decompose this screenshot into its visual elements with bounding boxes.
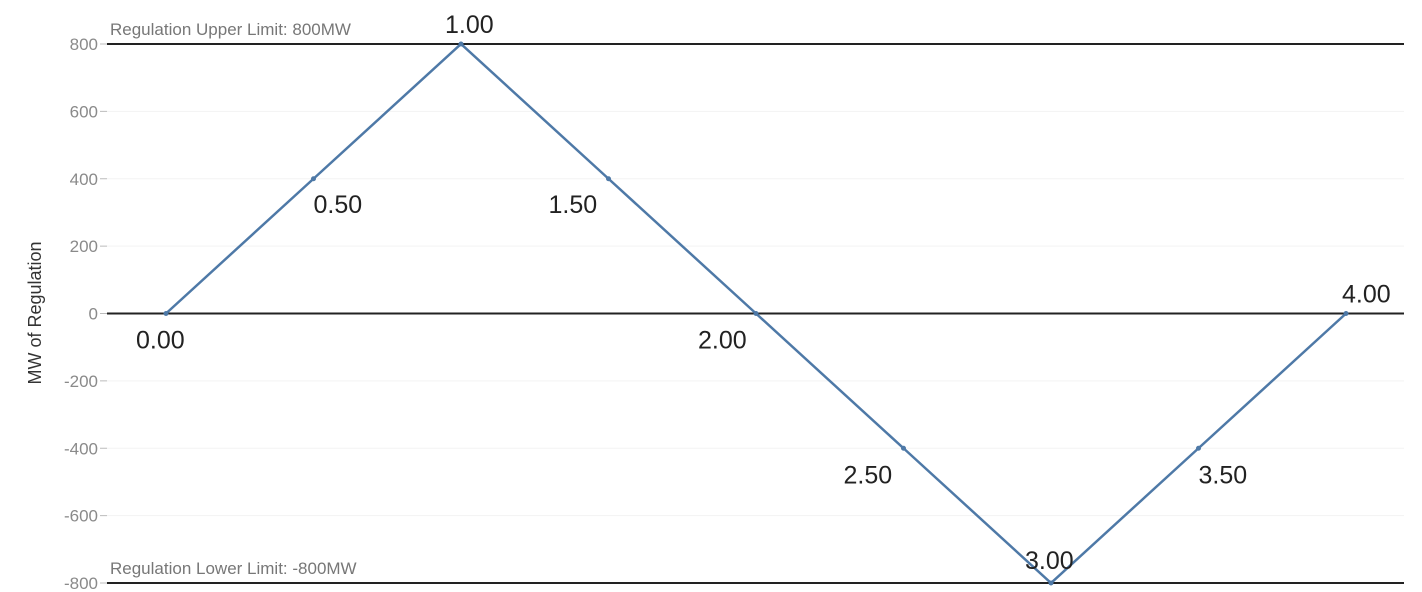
y-tick-label: -400 xyxy=(64,439,98,458)
data-label: 2.00 xyxy=(698,327,747,355)
data-label: 3.50 xyxy=(1199,461,1248,489)
data-label: 4.00 xyxy=(1342,281,1391,309)
y-axis-ticks: 800 600 400 200 0 -200 -400 -600 -800 xyxy=(64,35,107,592)
data-point xyxy=(311,176,316,182)
data-label: 1.00 xyxy=(445,11,494,39)
y-tick-label: -600 xyxy=(64,507,98,526)
data-point xyxy=(1343,311,1349,316)
data-label: 2.50 xyxy=(844,461,893,489)
reference-lines: Regulation Upper Limit: 800MW Regulation … xyxy=(107,20,1404,584)
y-tick-label: 200 xyxy=(70,237,98,256)
y-axis-label: MW of Regulation xyxy=(25,241,45,384)
point-labels: 0.00 0.50 1.00 1.50 2.00 2.50 3.00 3.50 4.00 xyxy=(136,11,1391,575)
y-tick-label: -800 xyxy=(64,574,98,592)
data-label: 0.50 xyxy=(314,191,363,219)
data-label: 3.00 xyxy=(1025,547,1074,575)
data-point xyxy=(458,41,464,47)
series-line xyxy=(163,41,1349,586)
data-point xyxy=(901,445,906,451)
data-point xyxy=(606,176,611,182)
reference-line-label: Regulation Lower Limit: -800MW xyxy=(110,559,357,578)
y-tick-label: 600 xyxy=(70,102,98,121)
data-label: 0.00 xyxy=(136,327,185,355)
y-tick-label: 0 xyxy=(89,305,98,324)
data-point xyxy=(753,311,759,316)
data-label: 1.50 xyxy=(549,191,598,219)
data-point xyxy=(1196,445,1201,451)
y-tick-label: 800 xyxy=(70,35,98,54)
data-point xyxy=(1048,580,1054,586)
data-point xyxy=(163,311,169,316)
y-tick-label: 400 xyxy=(70,170,98,189)
y-tick-label: -200 xyxy=(64,372,98,391)
reference-line-label: Regulation Upper Limit: 800MW xyxy=(110,20,351,39)
